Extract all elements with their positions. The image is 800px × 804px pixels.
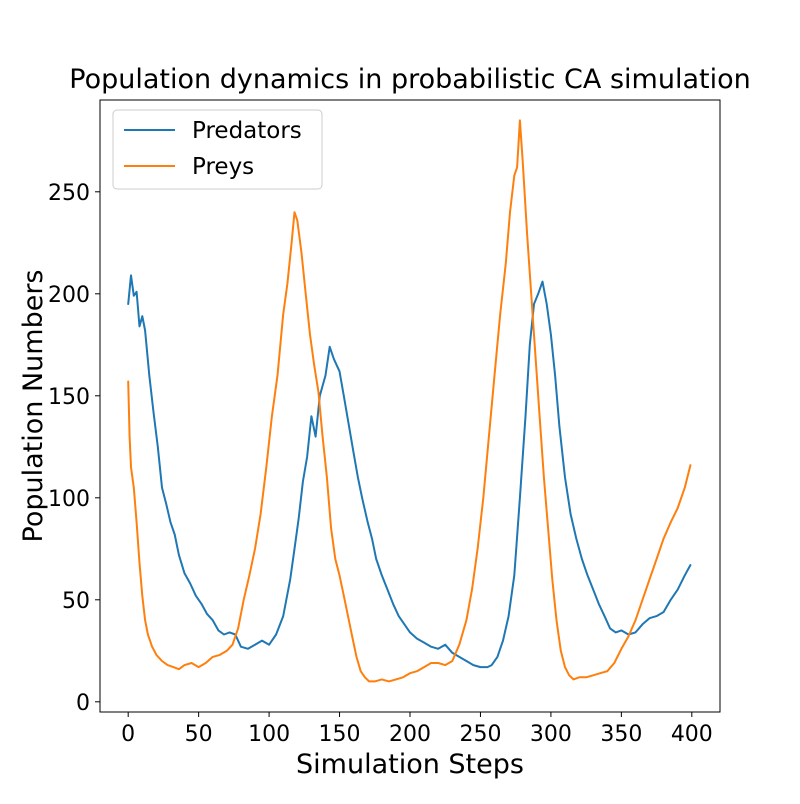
- y-tick-label: 200: [48, 283, 90, 308]
- y-tick-label: 250: [48, 181, 90, 206]
- x-tick-label: 150: [319, 722, 361, 747]
- x-axis-label: Simulation Steps: [296, 749, 524, 780]
- x-tick-label: 0: [121, 722, 135, 747]
- x-tick-label: 100: [248, 722, 290, 747]
- y-tick-label: 0: [76, 691, 90, 716]
- x-tick-label: 50: [185, 722, 213, 747]
- x-axis-ticks: 0 50 100 150 200 250 300 350 400: [121, 712, 713, 747]
- x-tick-label: 250: [459, 722, 501, 747]
- y-tick-label: 50: [62, 589, 90, 614]
- x-tick-label: 200: [389, 722, 431, 747]
- x-tick-label: 300: [530, 722, 572, 747]
- x-tick-label: 400: [671, 722, 713, 747]
- legend-label-preys: Preys: [192, 154, 254, 180]
- legend-label-predators: Predators: [192, 118, 302, 144]
- y-axis-label: Population Numbers: [18, 270, 49, 543]
- x-tick-label: 350: [600, 722, 642, 747]
- plot-area: 0 50 100 150 200 250 300 350 400 0 50 100 150 200 250: [48, 99, 721, 747]
- series-line-preys: [127, 119, 692, 683]
- y-tick-label: 100: [48, 487, 90, 512]
- chart-title: Population dynamics in probabilistic CA …: [69, 64, 750, 95]
- legend: Predators Preys: [112, 109, 323, 190]
- y-tick-label: 150: [48, 385, 90, 410]
- series-layer: [127, 119, 692, 683]
- y-axis-ticks: 0 50 100 150 200 250: [48, 181, 100, 716]
- series-line-predators: [127, 274, 692, 669]
